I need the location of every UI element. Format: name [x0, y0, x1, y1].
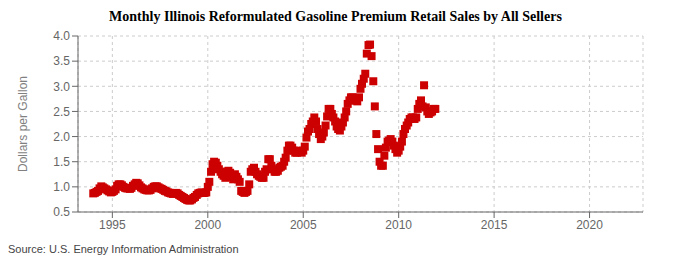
svg-text:0.5: 0.5	[53, 205, 70, 219]
html-text:Monthly Illinois Reformulated: Monthly Illinois Reformulated Gasoline P…	[109, 9, 562, 24]
svg-text:2.0: 2.0	[53, 130, 70, 144]
svg-text:2010: 2010	[385, 218, 412, 232]
svg-text:2000: 2000	[194, 218, 221, 232]
svg-text:2015: 2015	[481, 218, 508, 232]
svg-text:4.0: 4.0	[53, 29, 70, 43]
svg-text:3.5: 3.5	[53, 54, 70, 68]
html-text:Source: U.S. Energy Informatio: Source: U.S. Energy Information Administ…	[8, 243, 239, 255]
svg-text:2.5: 2.5	[53, 105, 70, 119]
svg-text:3.0: 3.0	[53, 80, 70, 94]
svg-text:2005: 2005	[290, 218, 317, 232]
svg-text:2020: 2020	[576, 218, 603, 232]
svg-text:Dollars per Gallon: Dollars per Gallon	[16, 76, 30, 172]
svg-text:1995: 1995	[99, 218, 126, 232]
svg-text:1.5: 1.5	[53, 155, 70, 169]
svg-text:1.0: 1.0	[53, 180, 70, 194]
